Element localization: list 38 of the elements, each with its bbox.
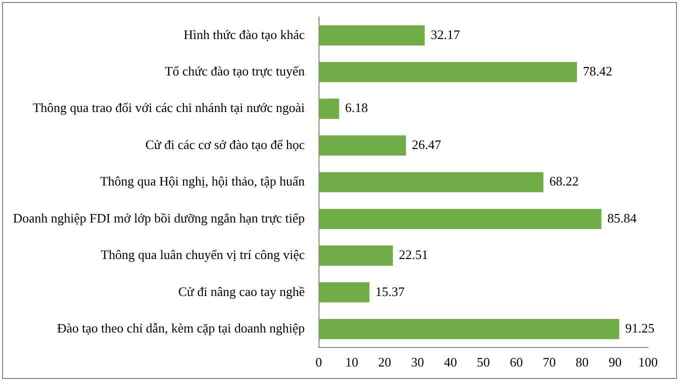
data-label: 68.22 [549,174,579,189]
x-tick-label: 80 [576,354,589,370]
y-tick-label: Hình thức đào tạo khác [184,26,306,42]
y-tick-label: Thông qua luân chuyển vị trí công việc [100,247,305,262]
y-tick-label: Cử đi các cơ sở đào tạo để học [145,136,305,152]
data-label: 85.84 [607,210,638,226]
y-tick-label: Thông qua Hội nghị, hội thảo, tập huấn [100,174,306,189]
x-tick-label: 100 [638,354,658,370]
y-tick-label: Doanh nghiệp FDI mở lớp bồi dưỡng ngắn hạn trực tiếp [12,210,305,226]
data-label: 6.18 [345,100,368,116]
x-tick-label: 70 [542,354,556,370]
bar [318,208,602,230]
y-tick-label: Thông qua trao đổi với các chi nhánh tại nước ngoài [32,100,306,116]
data-label: 15.37 [375,284,406,299]
bar [318,135,406,156]
y-tick-label: Đào tạo theo chỉ dẫn, kèm cặp tại doanh nghiệp [57,320,305,336]
x-tick-label: 0 [316,354,322,370]
x-tick-label: 30 [411,354,424,370]
bar [318,98,340,119]
x-tick-label: 90 [608,354,622,370]
data-label: 26.47 [412,136,442,152]
x-tick-label: 10 [345,354,358,370]
bar [318,318,620,340]
bar [318,282,370,302]
data-label: 78.42 [582,63,612,78]
data-label: 91.25 [625,320,654,336]
data-label: 22.51 [398,247,428,262]
bar [318,246,393,266]
y-tick-label: Tổ chức đào tạo trực tuyến [164,63,306,78]
bar [318,172,544,192]
x-tick-label: 20 [378,354,392,370]
y-tick-label: Cử đi nâng cao tay nghề [178,284,306,299]
x-tick-label: 50 [476,354,490,370]
x-tick-label: 40 [444,354,457,370]
x-tick-label: 60 [510,354,523,370]
data-label: 32.17 [430,26,460,42]
bar [318,62,577,82]
bar [318,25,425,46]
